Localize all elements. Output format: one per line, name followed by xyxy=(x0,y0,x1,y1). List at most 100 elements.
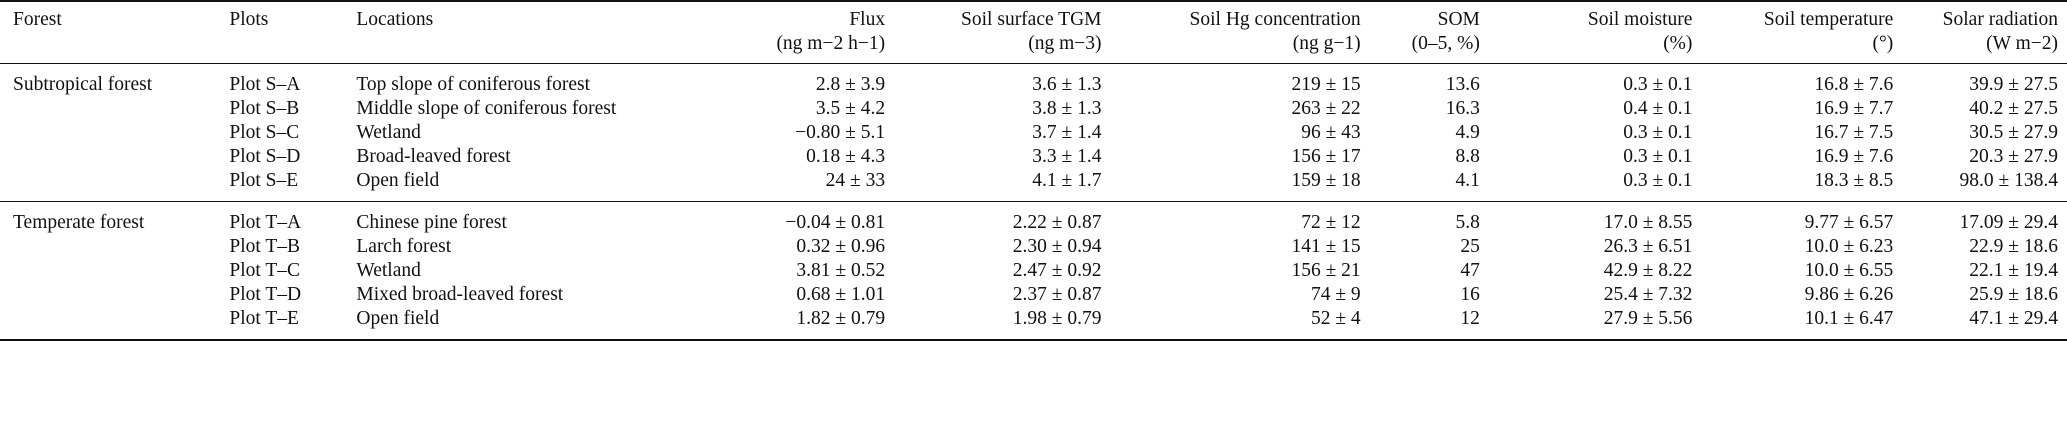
cell-plot: Plot T–D xyxy=(229,284,302,305)
data-table: Forest Plots Locations Flux Soil surface… xyxy=(0,1,2067,340)
table-header: Forest Plots Locations Flux Soil surface… xyxy=(0,1,2067,64)
header-locations: Locations xyxy=(356,9,434,30)
cell-forest xyxy=(0,121,229,145)
table-body: Subtropical forest Plot S–A Top slope of c… xyxy=(0,64,2067,340)
header-som-unit: (0–5, %) xyxy=(1411,33,1480,54)
cell-som: 13.6 xyxy=(1445,74,1480,95)
cell-tgm: 3.3 ± 1.4 xyxy=(1032,146,1102,167)
cell-forest xyxy=(0,283,229,307)
header-row-labels: Forest Plots Locations Flux Soil surface… xyxy=(0,1,2067,32)
cell-forest: Subtropical forest xyxy=(13,74,153,95)
cell-solar: 47.1 ± 29.4 xyxy=(1969,308,2058,329)
cell-flux: 3.5 ± 4.2 xyxy=(815,98,886,119)
header-temp-unit: (°) xyxy=(1872,33,1894,54)
cell-solar: 20.3 ± 27.9 xyxy=(1969,146,2058,167)
cell-hg: 74 ± 9 xyxy=(1310,284,1361,305)
table-row: Plot T–B Larch forest 0.32 ± 0.96 2.30 ± 0.… xyxy=(0,235,2067,259)
header-flux: Flux xyxy=(849,9,886,30)
cell-moisture: 0.3 ± 0.1 xyxy=(1623,170,1693,191)
cell-forest xyxy=(0,169,229,202)
cell-flux: 0.32 ± 0.96 xyxy=(796,236,886,257)
header-plots-unit xyxy=(229,32,356,64)
table-row: Temperate forest Plot T–A Chinese pine for… xyxy=(0,202,2067,236)
cell-temp: 16.8 ± 7.6 xyxy=(1814,74,1894,95)
cell-temp: 18.3 ± 8.5 xyxy=(1814,170,1894,191)
cell-flux: −0.80 ± 5.1 xyxy=(795,122,886,143)
cell-location: Mixed broad-leaved forest xyxy=(356,284,564,305)
cell-hg: 156 ± 17 xyxy=(1291,146,1361,167)
cell-flux: 2.8 ± 3.9 xyxy=(815,74,886,95)
cell-plot: Plot S–A xyxy=(229,74,301,95)
cell-flux: 24 ± 33 xyxy=(825,170,886,191)
table-row: Plot S–D Broad-leaved forest 0.18 ± 4.3 3.3… xyxy=(0,145,2067,169)
table-row: Plot S–B Middle slope of coniferous fores… xyxy=(0,97,2067,121)
header-plots: Plots xyxy=(229,9,269,30)
header-moisture-unit: (%) xyxy=(1663,33,1693,54)
table-row: Plot T–C Wetland 3.81 ± 0.52 2.47 ± 0.92 156… xyxy=(0,259,2067,283)
header-som: SOM xyxy=(1437,9,1480,30)
cell-tgm: 1.98 ± 0.79 xyxy=(1012,308,1102,329)
cell-plot: Plot S–D xyxy=(229,146,301,167)
cell-forest xyxy=(0,235,229,259)
cell-forest xyxy=(0,259,229,283)
cell-tgm: 2.37 ± 0.87 xyxy=(1012,284,1102,305)
cell-temp: 16.9 ± 7.6 xyxy=(1814,146,1894,167)
cell-location: Chinese pine forest xyxy=(356,212,507,233)
cell-tgm: 2.30 ± 0.94 xyxy=(1012,236,1102,257)
cell-hg: 96 ± 43 xyxy=(1301,122,1361,143)
header-forest: Forest xyxy=(13,9,62,30)
header-solar-unit: (W m−2) xyxy=(1986,33,2058,54)
cell-moisture: 26.3 ± 6.51 xyxy=(1603,236,1693,257)
header-tgm: Soil surface TGM xyxy=(961,9,1102,30)
cell-moisture: 27.9 ± 5.56 xyxy=(1603,308,1693,329)
cell-moisture: 17.0 ± 8.55 xyxy=(1603,212,1693,233)
cell-solar: 17.09 ± 29.4 xyxy=(1959,212,2058,233)
cell-tgm: 3.7 ± 1.4 xyxy=(1032,122,1102,143)
header-solar: Solar radiation xyxy=(1942,9,2058,30)
cell-plot: Plot T–B xyxy=(229,236,300,257)
cell-hg: 141 ± 15 xyxy=(1291,236,1361,257)
cell-plot: Plot T–C xyxy=(229,260,300,281)
cell-forest xyxy=(0,307,229,340)
cell-flux: 3.81 ± 0.52 xyxy=(796,260,886,281)
cell-moisture: 42.9 ± 8.22 xyxy=(1603,260,1693,281)
cell-solar: 40.2 ± 27.5 xyxy=(1969,98,2058,119)
cell-plot: Plot T–A xyxy=(229,212,302,233)
cell-moisture: 0.3 ± 0.1 xyxy=(1623,74,1693,95)
table-row: Plot S–C Wetland −0.80 ± 5.1 3.7 ± 1.4 96 ± … xyxy=(0,121,2067,145)
header-forest-unit xyxy=(0,32,229,64)
cell-flux: 0.18 ± 4.3 xyxy=(806,146,886,167)
cell-hg: 156 ± 21 xyxy=(1291,260,1361,281)
table-row: Plot T–E Open field 1.82 ± 0.79 1.98 ± 0.79… xyxy=(0,307,2067,340)
cell-tgm: 2.47 ± 0.92 xyxy=(1012,260,1102,281)
cell-forest: Temperate forest xyxy=(13,212,145,233)
cell-som: 5.8 xyxy=(1455,212,1480,233)
cell-moisture: 0.3 ± 0.1 xyxy=(1623,122,1693,143)
cell-hg: 159 ± 18 xyxy=(1291,170,1361,191)
header-temp: Soil temperature xyxy=(1763,9,1894,30)
cell-hg: 263 ± 22 xyxy=(1291,98,1361,119)
table-row: Plot S–E Open field 24 ± 33 4.1 ± 1.7 159 ± … xyxy=(0,169,2067,202)
cell-tgm: 4.1 ± 1.7 xyxy=(1032,170,1102,191)
cell-tgm: 3.8 ± 1.3 xyxy=(1032,98,1102,119)
cell-moisture: 0.4 ± 0.1 xyxy=(1623,98,1693,119)
cell-solar: 22.9 ± 18.6 xyxy=(1969,236,2058,257)
cell-moisture: 25.4 ± 7.32 xyxy=(1603,284,1693,305)
cell-flux: 1.82 ± 0.79 xyxy=(796,308,886,329)
header-hg-unit: (ng g−1) xyxy=(1292,33,1361,54)
header-moisture: Soil moisture xyxy=(1587,9,1693,30)
header-hg: Soil Hg concentration xyxy=(1189,9,1361,30)
cell-som: 4.1 xyxy=(1455,170,1480,191)
cell-forest xyxy=(0,97,229,121)
cell-location: Middle slope of coniferous forest xyxy=(356,98,617,119)
cell-location: Open field xyxy=(356,170,440,191)
cell-hg: 52 ± 4 xyxy=(1310,308,1361,329)
cell-solar: 22.1 ± 19.4 xyxy=(1969,260,2058,281)
header-flux-unit: (ng m−2 h−1) xyxy=(776,33,886,54)
table-row: Plot T–D Mixed broad-leaved forest 0.68 ± … xyxy=(0,283,2067,307)
cell-temp: 9.86 ± 6.26 xyxy=(1804,284,1894,305)
header-locations-unit xyxy=(356,32,732,64)
header-row-units: (ng m−2 h−1) (ng m−3) (ng g−1) (0–5, %) … xyxy=(0,32,2067,64)
cell-plot: Plot S–C xyxy=(229,122,300,143)
